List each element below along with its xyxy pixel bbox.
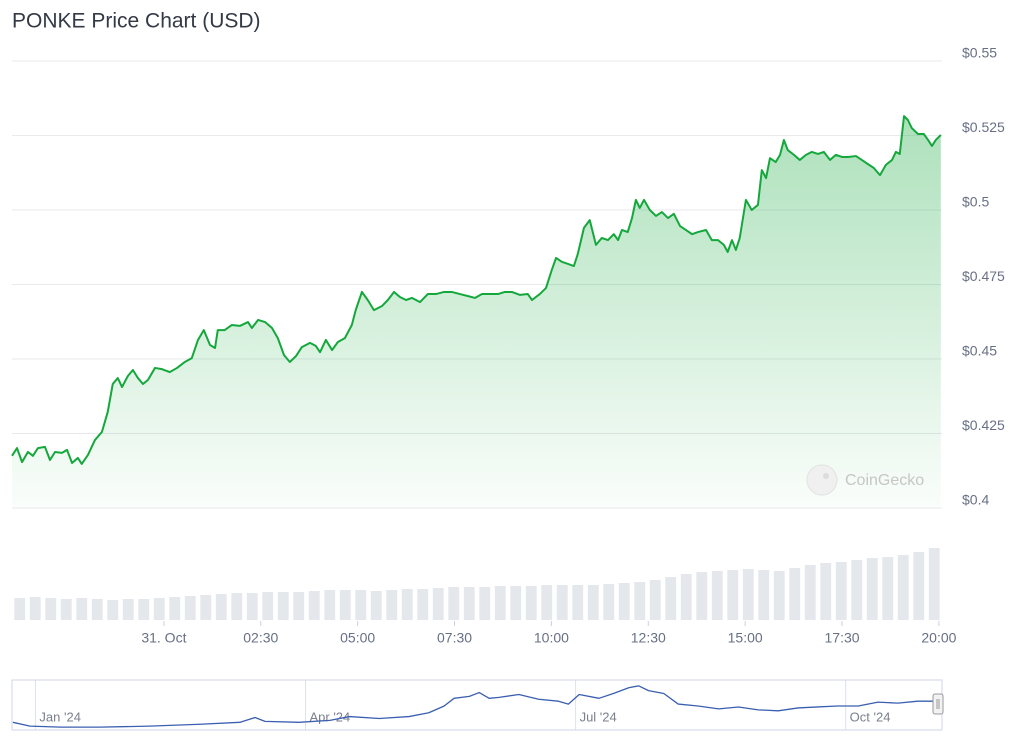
volume-bar xyxy=(91,599,103,620)
volume-bar xyxy=(727,570,739,620)
x-tick-label: 15:00 xyxy=(728,630,763,646)
volume-bar xyxy=(510,586,522,620)
volume-bar xyxy=(184,596,196,620)
volume-bar xyxy=(742,569,754,620)
y-tick-label: $0.525 xyxy=(962,119,1005,135)
volume-bar xyxy=(649,580,661,620)
volume-bar xyxy=(200,595,212,620)
volume-bar xyxy=(494,586,506,620)
volume-bar xyxy=(587,585,599,620)
volume-bar xyxy=(773,571,785,620)
chart-title: PONKE Price Chart (USD) xyxy=(12,10,261,33)
watermark: CoinGecko xyxy=(806,464,924,496)
volume-bar xyxy=(122,599,134,620)
volume-bar xyxy=(215,594,227,620)
volume-bar xyxy=(479,587,491,620)
volume-bar xyxy=(231,593,243,620)
volume-bar xyxy=(14,598,26,620)
volume-bar xyxy=(370,591,382,620)
volume-bar xyxy=(246,593,258,620)
y-tick-label: $0.5 xyxy=(962,194,989,210)
y-tick-label: $0.475 xyxy=(962,268,1005,284)
volume-bar xyxy=(339,590,351,620)
volume-bar xyxy=(696,572,708,620)
volume-bar xyxy=(262,592,274,620)
volume-bar xyxy=(897,555,909,620)
y-tick-label: $0.425 xyxy=(962,417,1005,433)
volume-bar xyxy=(401,589,413,620)
volume-bar xyxy=(851,560,863,620)
volume-bar xyxy=(277,592,289,620)
navigator-handle[interactable] xyxy=(932,693,944,715)
volume-bar xyxy=(618,583,630,620)
volume-bar xyxy=(169,597,181,620)
volume-bar xyxy=(45,598,57,620)
volume-bar xyxy=(665,577,677,620)
x-tick-label: Oct '24 xyxy=(850,709,891,724)
volume-bar xyxy=(76,598,88,620)
y-tick-label: $0.45 xyxy=(962,343,997,359)
price-line xyxy=(12,685,938,728)
volume-bar xyxy=(448,587,460,620)
volume-bar xyxy=(324,590,336,620)
x-tick-label: 17:30 xyxy=(825,630,860,646)
price-line xyxy=(11,115,942,465)
x-tick-label: Jan '24 xyxy=(39,709,81,724)
volume-bar xyxy=(138,599,150,620)
volume-bar xyxy=(758,570,770,620)
price-area xyxy=(12,116,941,508)
volume-bar xyxy=(804,565,816,620)
x-tick-label: 07:30 xyxy=(437,630,472,646)
volume-bar xyxy=(835,562,847,620)
volume-bar xyxy=(60,599,72,620)
volume-bar xyxy=(432,588,444,620)
y-tick-label: $0.4 xyxy=(962,492,989,508)
x-tick-label: 02:30 xyxy=(243,630,278,646)
x-tick-label: 05:00 xyxy=(340,630,375,646)
volume-bar xyxy=(711,571,723,620)
volume-bar xyxy=(293,592,305,620)
volume-bar xyxy=(634,582,646,620)
volume-bar xyxy=(556,585,568,620)
navigator-frame xyxy=(11,679,943,731)
volume-bar xyxy=(29,597,41,620)
x-tick-label: Jul '24 xyxy=(580,709,617,724)
volume-bar xyxy=(789,568,801,620)
volume-bar xyxy=(680,574,692,620)
volume-bar xyxy=(866,558,878,620)
volume-bar xyxy=(928,548,940,620)
volume-bar xyxy=(882,557,894,620)
volume-bar xyxy=(820,563,832,620)
volume-bar xyxy=(386,590,398,620)
watermark-text: CoinGecko xyxy=(845,472,924,489)
volume-bar xyxy=(913,552,925,620)
x-tick-label: 31. Oct xyxy=(141,630,186,646)
volume-bar xyxy=(153,598,165,620)
x-tick-label: 10:00 xyxy=(534,630,569,646)
volume-bar xyxy=(308,591,320,620)
volume-bar xyxy=(541,585,553,620)
x-tick-label: 20:00 xyxy=(921,630,956,646)
volume-bar xyxy=(603,584,615,620)
y-tick-label: $0.55 xyxy=(962,45,997,61)
volume-bar xyxy=(107,600,119,620)
x-tick-label: 12:30 xyxy=(631,630,666,646)
volume-bar xyxy=(463,587,475,620)
volume-bar xyxy=(572,585,584,620)
volume-bar xyxy=(525,586,537,620)
volume-bar xyxy=(355,590,367,620)
x-tick-label: Apr '24 xyxy=(309,709,350,724)
volume-bar xyxy=(417,589,429,620)
